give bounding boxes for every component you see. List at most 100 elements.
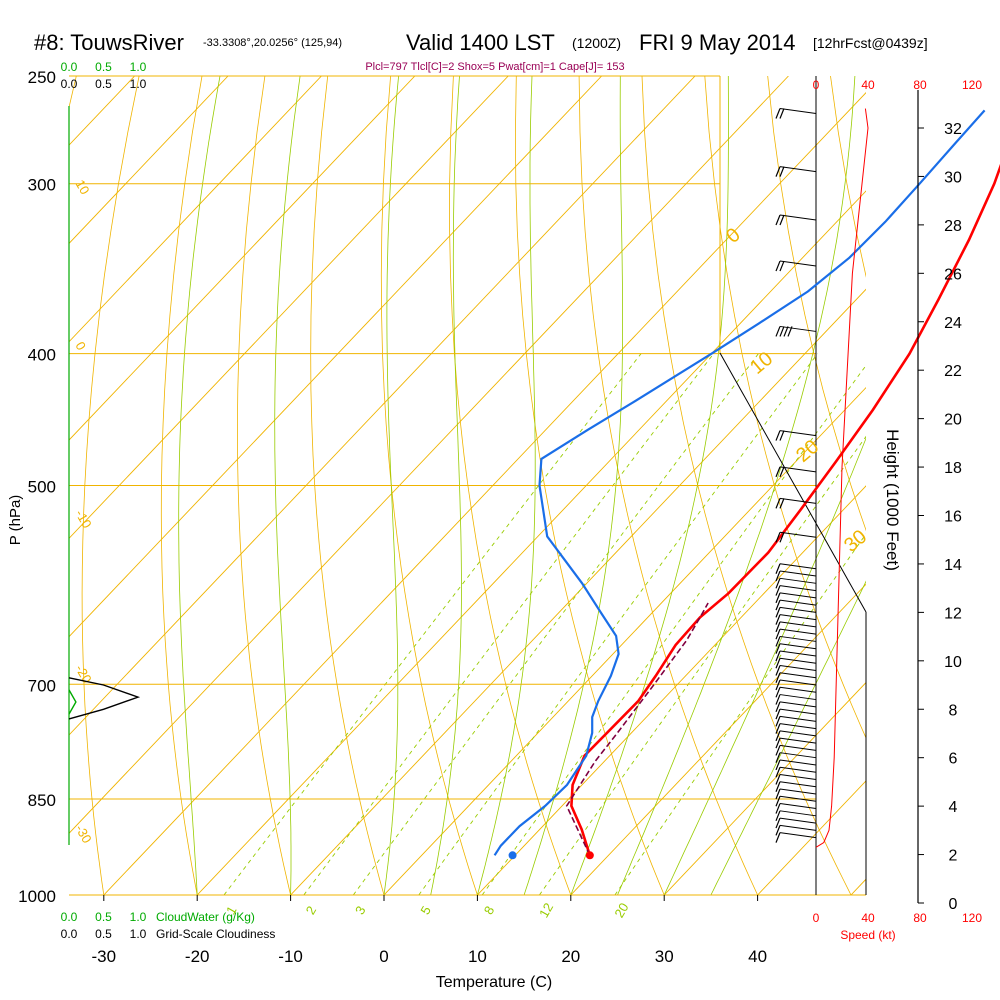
wind-barb-staff [779,614,817,621]
dry-adiabat-line [380,76,478,895]
wind-barb [775,810,817,822]
pressure-tick-label: 700 [28,676,56,695]
height-tick-label: 26 [944,266,962,283]
wind-barb-staff [779,497,817,504]
temperature-tick-label: 30 [655,947,674,966]
dry-adiabat-line [578,76,758,895]
dry-adiabat-line [893,76,1000,895]
moist-adiabat-line [523,76,623,895]
wind-barb-staff [779,824,817,831]
wind-barb-flag [775,716,781,727]
cloud-water-tick-bottom: 1.0 [130,910,147,924]
wind-barb [775,214,817,226]
cloud-water-tick-top: 0.0 [61,60,78,74]
wind-barb-staff [779,810,817,817]
moist-adiabat-line [383,76,399,895]
wind-barb-flag [775,759,781,771]
wind-barb-flag [775,599,781,611]
dry-adiabat-line [956,76,1000,895]
moist-adiabat-line [663,437,866,895]
height-tick-label: 12 [944,605,962,622]
dry-adiabat-line [704,76,866,739]
wind-barb-staff [779,466,817,473]
height-tick-label: 0 [949,896,958,913]
temperature-tick-label: 40 [748,947,767,966]
pressure-tick-label: 500 [28,478,56,497]
wind-barb-staff [779,730,817,737]
wind-barb-flag [775,701,781,713]
wind-barb-flag [775,636,781,647]
wind-barb [775,592,817,604]
wind-barb [775,773,817,785]
sounding-series [493,109,1000,860]
dry-adiabat-line [641,76,852,895]
wind-barb-flag [775,628,781,640]
wind-speed-profile [815,108,869,848]
wind-barb-staff [779,788,817,795]
wind-barb-flag [775,665,781,676]
cloudiness-tick-bottom: 1.0 [130,927,147,941]
temperature-tick-label: 0 [379,947,388,966]
wind-barb-staff [779,592,817,599]
height-tick-label: 14 [944,557,962,574]
wind-barb-flag [775,825,781,836]
wind-barb-flag [775,745,781,756]
wind-barb-staff [779,577,817,584]
station-coords: -33.3308°,20.0256° (125,94) [203,37,342,49]
wind-barb-staff [779,599,817,606]
mixing-ratio-line [539,435,866,895]
wind-barb [775,665,817,676]
wind-barb-staff [779,650,817,657]
isotherm-line [69,76,229,245]
valid-date: FRI 9 May 2014 [639,30,796,55]
isotherm-label-left: -10 [72,507,94,531]
wind-barb-staff [779,694,817,701]
cloudiness-tick-top: 1.0 [130,77,147,91]
station-title: #8: TouwsRiver [34,30,184,55]
wind-barb [775,606,817,618]
wind-barb-flag [779,430,785,441]
wind-barb-flag [775,730,781,742]
wind-barb [775,824,817,836]
pressure-tick-label: 850 [28,791,56,810]
pressure-tick-label: 300 [28,176,56,195]
wind-barb-staff [779,715,817,722]
wind-barb [775,752,817,763]
height-tick-label: 4 [949,799,958,816]
wind-barb-staff [779,795,817,802]
wind-barb-flag [775,832,781,843]
wind-barb-staff [779,686,817,693]
wind-barb-flag [779,532,785,543]
wind-barb-staff [779,832,817,839]
pressure-tick-label: 250 [28,68,56,87]
dry-adiabat-label: 30 [840,526,871,557]
height-tick-label: 6 [949,751,958,768]
wind-barb-flag [775,532,781,543]
wind-barb [775,325,817,337]
wind-barb-flag [775,214,781,226]
dry-adiabat-line [236,76,291,895]
wind-barb [775,737,817,749]
height-tick-label: 32 [944,121,962,138]
wind-barb-flag [787,326,793,337]
speed-label: Speed (kt) [840,928,895,942]
wind-barb-staff [779,817,817,824]
wind-barb-flag [775,796,781,807]
pressure-tick-label: 1000 [18,887,56,906]
wind-barb-staff [779,643,817,650]
wind-barb-staff [779,723,817,730]
wind-barb [775,430,817,441]
valid-time: Valid 1400 LST [406,30,555,55]
wind-barb-flag [779,166,785,177]
wind-barb-flag [775,803,781,814]
speed-tick-label-top: 40 [861,78,875,92]
wind-barb [775,708,817,720]
wind-barb-staff [779,679,817,686]
wind-barb [775,466,817,478]
cloudiness-tick-top: 0.0 [61,77,78,91]
dry-adiabat-line [449,76,572,895]
wind-barb-flag [783,326,789,337]
wind-barb-staff [779,621,817,628]
tropopause-line [719,352,867,613]
